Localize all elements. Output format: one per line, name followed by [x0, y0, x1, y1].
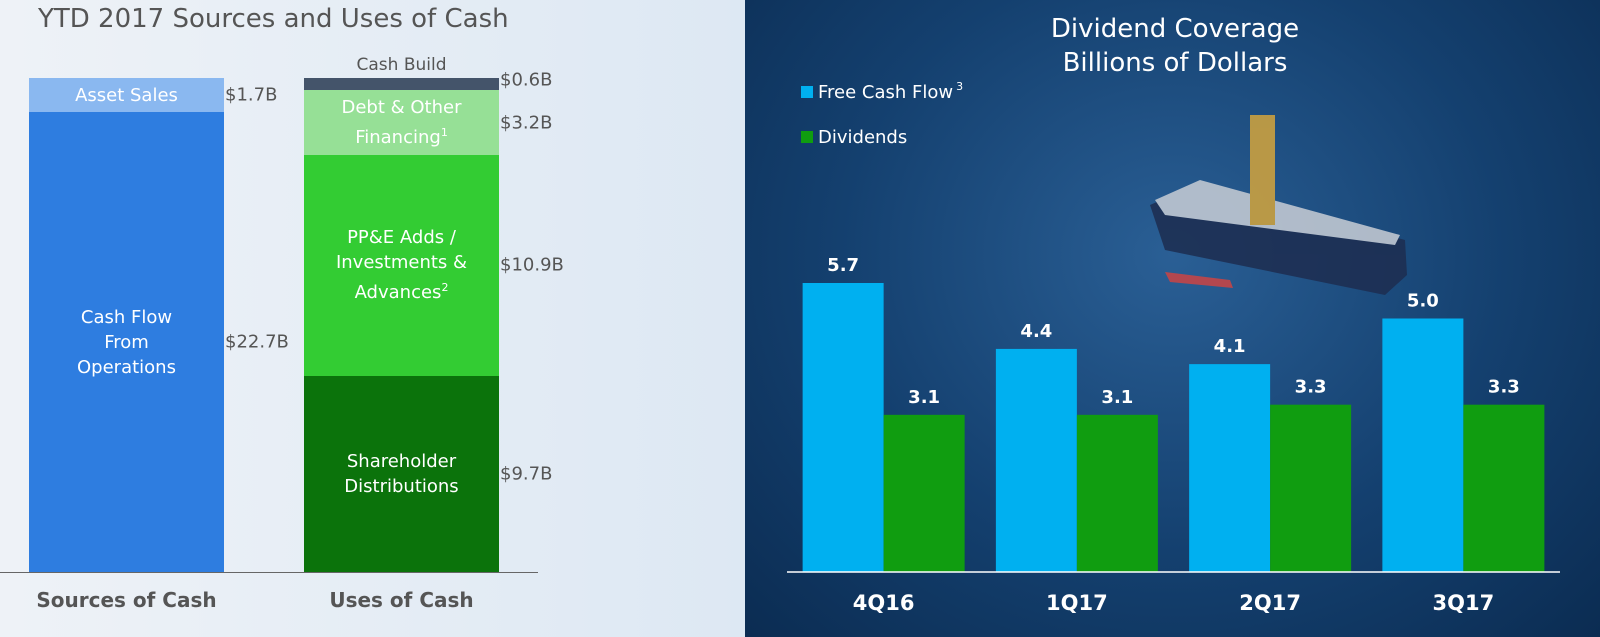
sources-uses-panel: YTD 2017 Sources and Uses of Cash Source…	[0, 0, 745, 637]
data-label: $10.9B	[500, 254, 564, 276]
chart-subtitle: Billions of Dollars	[1063, 48, 1288, 78]
legend-name: Dividends	[818, 127, 907, 148]
x-tick-label: Sources of Cash	[36, 588, 217, 612]
bar-segment	[304, 375, 499, 572]
bar	[1382, 318, 1464, 572]
data-label: 5.0	[1407, 290, 1439, 311]
data-label: $22.7B	[225, 331, 289, 353]
bar-segment	[304, 154, 499, 376]
x-tick-label: 2Q17	[1239, 591, 1301, 615]
bar	[883, 414, 965, 572]
x-tick-label: 3Q17	[1433, 591, 1495, 615]
data-label: 3.1	[908, 387, 940, 408]
bar-segment	[304, 78, 499, 91]
data-label: $9.7B	[500, 463, 553, 485]
data-label: $1.7B	[225, 84, 278, 106]
chart: Dividend Coverage Billions of Dollars Free…	[787, 14, 1560, 615]
x-tick-label: 1Q17	[1046, 591, 1108, 615]
legend-name: Free Cash Flow	[818, 82, 953, 103]
bar	[1189, 364, 1271, 572]
chart-title: Dividend Coverage	[1051, 14, 1299, 44]
footnote-marker: 2	[441, 281, 449, 295]
bar-segment	[29, 78, 224, 113]
segment-label: Debt & Other Financing1	[304, 90, 499, 155]
legend-swatch	[801, 86, 813, 98]
segment-name: Cash Build	[356, 55, 447, 75]
bar	[1270, 404, 1352, 572]
bar-segment	[304, 90, 499, 155]
bar-segment	[29, 112, 224, 572]
x-tick-label: 4Q16	[853, 591, 915, 615]
legend-swatch	[801, 131, 813, 143]
segment-label-text: Asset Sales	[75, 83, 178, 108]
segment-name: Asset Sales	[75, 84, 178, 106]
segment-label: Asset Sales	[29, 78, 224, 112]
bar	[1076, 414, 1158, 572]
data-label: 3.3	[1295, 377, 1327, 398]
dividend-panel: Dividend Coverage Billions of Dollars Free…	[745, 0, 1600, 637]
segment-label: Cash Flow From Operations	[29, 112, 224, 572]
chart-title: YTD 2017 Sources and Uses of Cash	[38, 4, 509, 34]
data-label: 4.4	[1020, 321, 1052, 342]
segment-label: Cash Build	[304, 54, 499, 76]
data-label: $0.6B	[500, 69, 553, 91]
segment-label: PP&E Adds / Investments & Advances2	[304, 155, 499, 376]
segment-name: Cash Flow From Operations	[77, 306, 176, 378]
data-label: $3.2B	[500, 112, 553, 134]
legend-label: Dividends	[818, 127, 907, 148]
legend-label: Free Cash Flow 3	[818, 80, 963, 103]
segment-label-text: Cash Flow From Operations	[61, 305, 193, 380]
segment-name: Shareholder Distributions	[344, 450, 459, 497]
data-label: 3.1	[1101, 387, 1133, 408]
segment-label: Shareholder Distributions	[304, 376, 499, 572]
ship-illustration	[1150, 115, 1407, 295]
segment-name: Debt & Other Financing	[341, 97, 462, 149]
segment-label-text: Cash Build	[357, 55, 447, 75]
data-label: 4.1	[1214, 336, 1246, 357]
segment-label-text: PP&E Adds / Investments & Advances2	[336, 225, 468, 305]
segment-label-text: Shareholder Distributions	[336, 449, 468, 499]
segment-label-text: Debt & Other Financing1	[336, 95, 468, 150]
bar	[995, 348, 1077, 572]
bar	[802, 283, 884, 572]
footnote-marker: 3	[956, 80, 963, 93]
segment-name: PP&E Adds / Investments & Advances	[335, 227, 468, 304]
x-axis	[0, 572, 538, 573]
bar	[1463, 404, 1545, 572]
footnote-marker: 1	[440, 126, 448, 140]
data-label: 3.3	[1488, 377, 1520, 398]
data-label: 5.7	[827, 255, 859, 276]
x-tick-label: Uses of Cash	[329, 588, 474, 612]
